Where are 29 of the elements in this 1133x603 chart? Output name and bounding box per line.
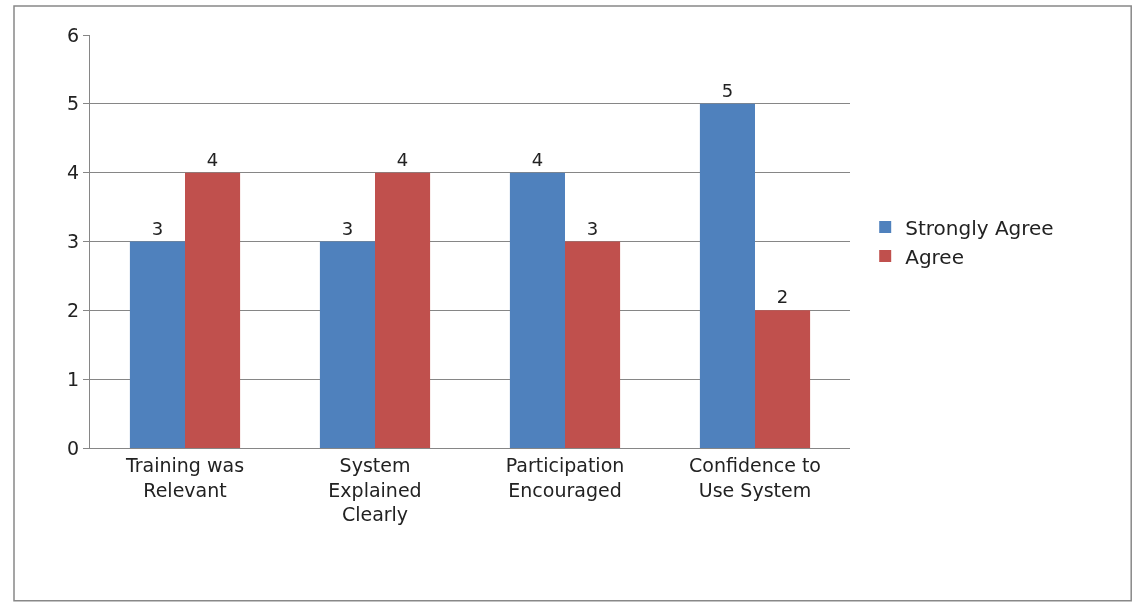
y-tick-label: 2 [67, 298, 80, 321]
data-label: 4 [396, 148, 409, 170]
bar [509, 172, 565, 448]
data-label: 3 [586, 217, 599, 239]
data-label: 4 [531, 148, 544, 170]
data-label: 4 [206, 148, 219, 170]
y-tick-label: 1 [67, 367, 80, 390]
y-tick-label: 3 [67, 230, 80, 253]
y-tick-label: 5 [67, 92, 80, 115]
data-label: 5 [721, 79, 734, 101]
y-tick-label: 0 [67, 436, 80, 459]
legend-label: Agree [905, 244, 964, 269]
data-label: 2 [776, 286, 789, 308]
data-label: 3 [151, 217, 164, 239]
bar [185, 172, 241, 448]
bar [755, 310, 811, 448]
y-tick-label: 6 [67, 23, 80, 46]
x-tick-label: Participation Encouraged [505, 453, 625, 501]
x-tick-label: Confidence to Use System [689, 453, 821, 501]
x-tick-label: Training was Relevant [124, 453, 245, 501]
x-tick-label: System Explained Clearly [328, 453, 422, 526]
bar [319, 241, 375, 448]
bar [375, 172, 431, 448]
data-label: 3 [341, 217, 354, 239]
bar [565, 241, 621, 448]
y-tick-label: 4 [67, 161, 80, 184]
legend-label: Strongly Agree [905, 215, 1054, 240]
bar [699, 103, 755, 448]
bar [129, 241, 185, 448]
